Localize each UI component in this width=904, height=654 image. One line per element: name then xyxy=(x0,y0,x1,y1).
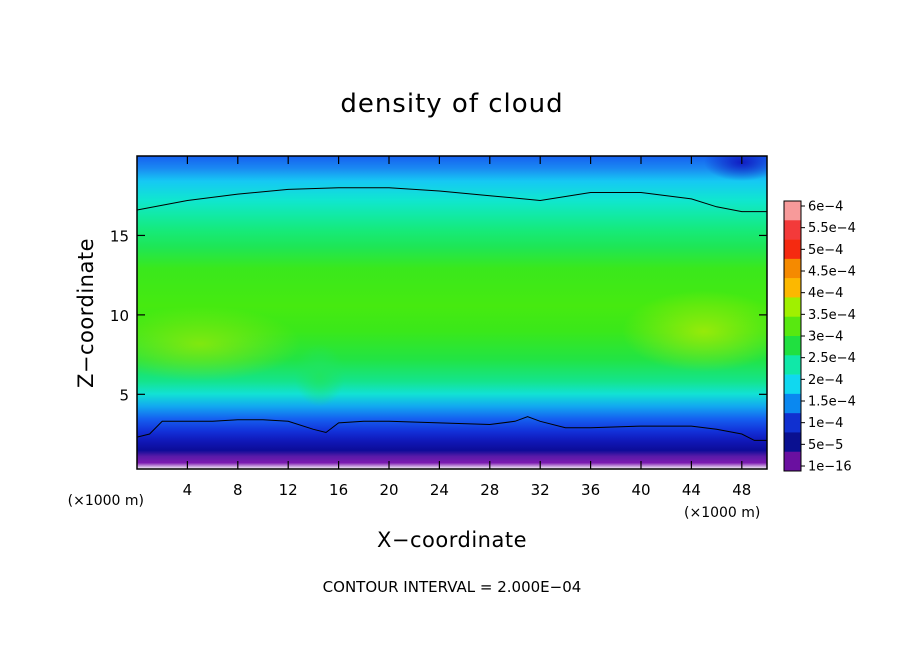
colorbar-swatch xyxy=(784,393,801,414)
y-axis-title: Z−coordinate xyxy=(74,238,98,388)
colorbar-label: 3.5e−4 xyxy=(808,308,856,323)
colorbar-swatch xyxy=(784,413,801,433)
colorbar-swatch xyxy=(784,297,801,318)
x-tick-label: 4 xyxy=(183,481,193,499)
colorbar-label: 2e−4 xyxy=(808,373,843,388)
colorbar-label: 1e−4 xyxy=(808,416,843,431)
x-tick-label: 44 xyxy=(682,481,701,499)
density-minimum-top-right xyxy=(704,156,767,182)
x-tick-label: 48 xyxy=(732,481,751,499)
density-dip-center xyxy=(294,343,345,407)
x-tick-label: 40 xyxy=(631,481,650,499)
colorbar-label: 5.5e−4 xyxy=(808,221,856,236)
colorbar-swatch xyxy=(784,355,801,375)
plot-area xyxy=(137,156,767,469)
x-tick-label: 20 xyxy=(379,481,398,499)
y-tick-label: 5 xyxy=(119,386,129,404)
x-tick-label: 28 xyxy=(480,481,499,499)
colorbar-swatch xyxy=(784,239,801,260)
colorbar-label: 1.5e−4 xyxy=(808,395,856,410)
colorbar-label: 5e−4 xyxy=(808,243,843,258)
colorbar-swatch xyxy=(784,374,801,395)
x-axis: 4 8 12 16 20 24 28 32 36 40 44 48 xyxy=(183,156,751,499)
x-tick-label: 24 xyxy=(430,481,449,499)
colorbar: 6e−4 5.5e−4 5e−4 4.5e−4 4e−4 3.5e−4 3e−4 2.5e−4… xyxy=(783,200,856,475)
x-axis-title: X−coordinate xyxy=(377,528,527,552)
x-tick-label: 12 xyxy=(279,481,298,499)
colorbar-swatch xyxy=(784,201,801,221)
contour-line xyxy=(137,416,767,441)
colorbar-swatch xyxy=(784,258,801,279)
plot-frame xyxy=(136,155,768,470)
density-maximum-left xyxy=(137,306,301,382)
colorbar-swatch xyxy=(784,278,801,298)
x-tick-label: 36 xyxy=(581,481,600,499)
colorbar-label: 3e−4 xyxy=(808,330,843,345)
colorbar-label: 4.5e−4 xyxy=(808,265,856,280)
colorbar-swatch xyxy=(784,451,801,472)
x-tick-label: 16 xyxy=(329,481,348,499)
y-axis: 5 10 15 xyxy=(110,227,767,404)
x-tick-label: 8 xyxy=(233,481,243,499)
colorbar-swatch xyxy=(784,316,801,337)
chart-title: density of cloud xyxy=(340,89,563,119)
colorbar-swatch xyxy=(784,432,801,453)
colorbar-label: 4e−4 xyxy=(808,286,843,301)
x-axis-unit: (×1000 m) xyxy=(68,493,144,509)
y-tick-label: 10 xyxy=(110,307,129,325)
y-tick-label: 15 xyxy=(110,227,129,245)
contour-line xyxy=(137,187,767,213)
z-axis-unit: (×1000 m) xyxy=(684,505,760,521)
density-maximum-right xyxy=(622,290,767,372)
colorbar-label: 2.5e−4 xyxy=(808,351,856,366)
colorbar-swatch xyxy=(784,336,801,356)
colorbar-label: 6e−4 xyxy=(808,200,843,215)
colorbar-swatch xyxy=(784,220,801,240)
colorbar-label: 5e−5 xyxy=(808,438,843,453)
colorbar-label: 1e−16 xyxy=(808,460,852,475)
x-tick-label: 32 xyxy=(531,481,550,499)
contour-lines xyxy=(137,187,767,441)
contour-interval-note: CONTOUR INTERVAL = 2.000E−04 xyxy=(323,578,582,596)
